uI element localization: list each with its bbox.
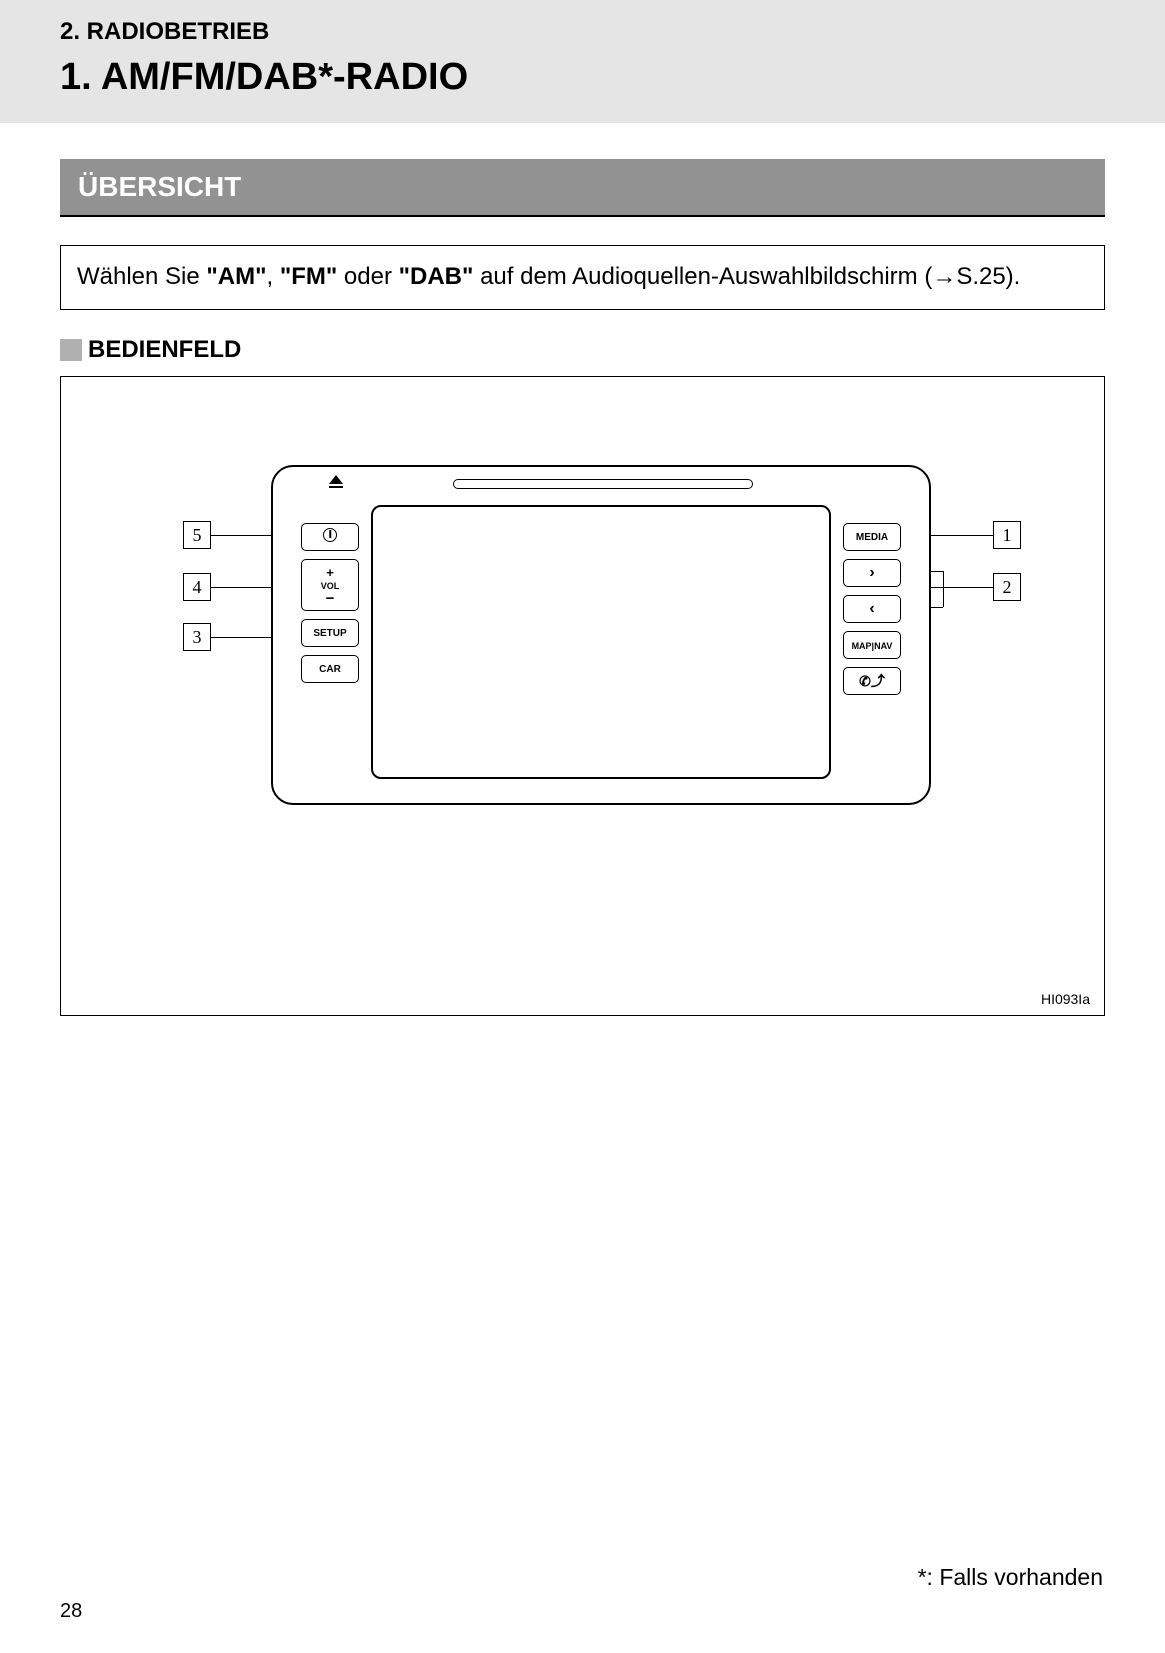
sub-heading: BEDIENFELD bbox=[60, 336, 1105, 364]
vol-plus: + bbox=[326, 566, 334, 579]
square-bullet-icon bbox=[60, 339, 82, 361]
device-screen bbox=[371, 505, 831, 779]
device-outline: + VOL − SETUP CAR MEDIA › ‹ MAP|NAV ✆⤴ bbox=[271, 465, 931, 805]
callout-3: 3 bbox=[183, 623, 211, 651]
device-diagram: 5 4 3 1 2 + bbox=[183, 465, 983, 825]
page-number: 28 bbox=[60, 1600, 82, 1623]
callout-2: 2 bbox=[993, 573, 1021, 601]
phone-button: ✆⤴ bbox=[843, 667, 901, 695]
callout-4: 4 bbox=[183, 573, 211, 601]
intro-box: Wählen Sie "AM", "FM" oder "DAB" auf dem… bbox=[60, 245, 1105, 310]
footnote: *: Falls vorhanden bbox=[918, 1564, 1103, 1591]
section-heading: ÜBERSICHT bbox=[60, 159, 1105, 217]
forward-button: › bbox=[843, 559, 901, 587]
callout-5: 5 bbox=[183, 521, 211, 549]
intro-text-mid1: , bbox=[267, 263, 280, 290]
page-title: 1. AM/FM/DAB*-RADIO bbox=[60, 56, 1105, 99]
setup-button: SETUP bbox=[301, 619, 359, 647]
intro-text-pre: Wählen Sie bbox=[77, 263, 206, 290]
callout-1: 1 bbox=[993, 521, 1021, 549]
header-block: 2. RADIOBETRIEB 1. AM/FM/DAB*-RADIO bbox=[0, 0, 1165, 123]
eject-icon bbox=[327, 475, 345, 493]
car-button: CAR bbox=[301, 655, 359, 683]
power-button bbox=[301, 523, 359, 551]
intro-text-post: auf dem Audioquellen-Auswahlbildschirm (… bbox=[473, 263, 1020, 290]
back-button: ‹ bbox=[843, 595, 901, 623]
volume-button: + VOL − bbox=[301, 559, 359, 611]
vol-minus: − bbox=[326, 594, 335, 603]
diagram-frame: 5 4 3 1 2 + bbox=[60, 376, 1105, 1016]
media-button: MEDIA bbox=[843, 523, 901, 551]
intro-bold-dab: "DAB" bbox=[399, 263, 474, 290]
intro-bold-am: "AM" bbox=[206, 263, 266, 290]
intro-text-mid2: oder bbox=[337, 263, 398, 290]
chapter-label: 2. RADIOBETRIEB bbox=[60, 18, 1105, 46]
diagram-code: HI093Ia bbox=[1041, 991, 1090, 1007]
mapnav-button: MAP|NAV bbox=[843, 631, 901, 659]
sub-heading-text: BEDIENFELD bbox=[88, 336, 241, 364]
leader-line bbox=[943, 571, 944, 607]
intro-bold-fm: "FM" bbox=[280, 263, 337, 290]
content-area: ÜBERSICHT Wählen Sie "AM", "FM" oder "DA… bbox=[0, 159, 1165, 1016]
cd-slot bbox=[453, 479, 753, 489]
